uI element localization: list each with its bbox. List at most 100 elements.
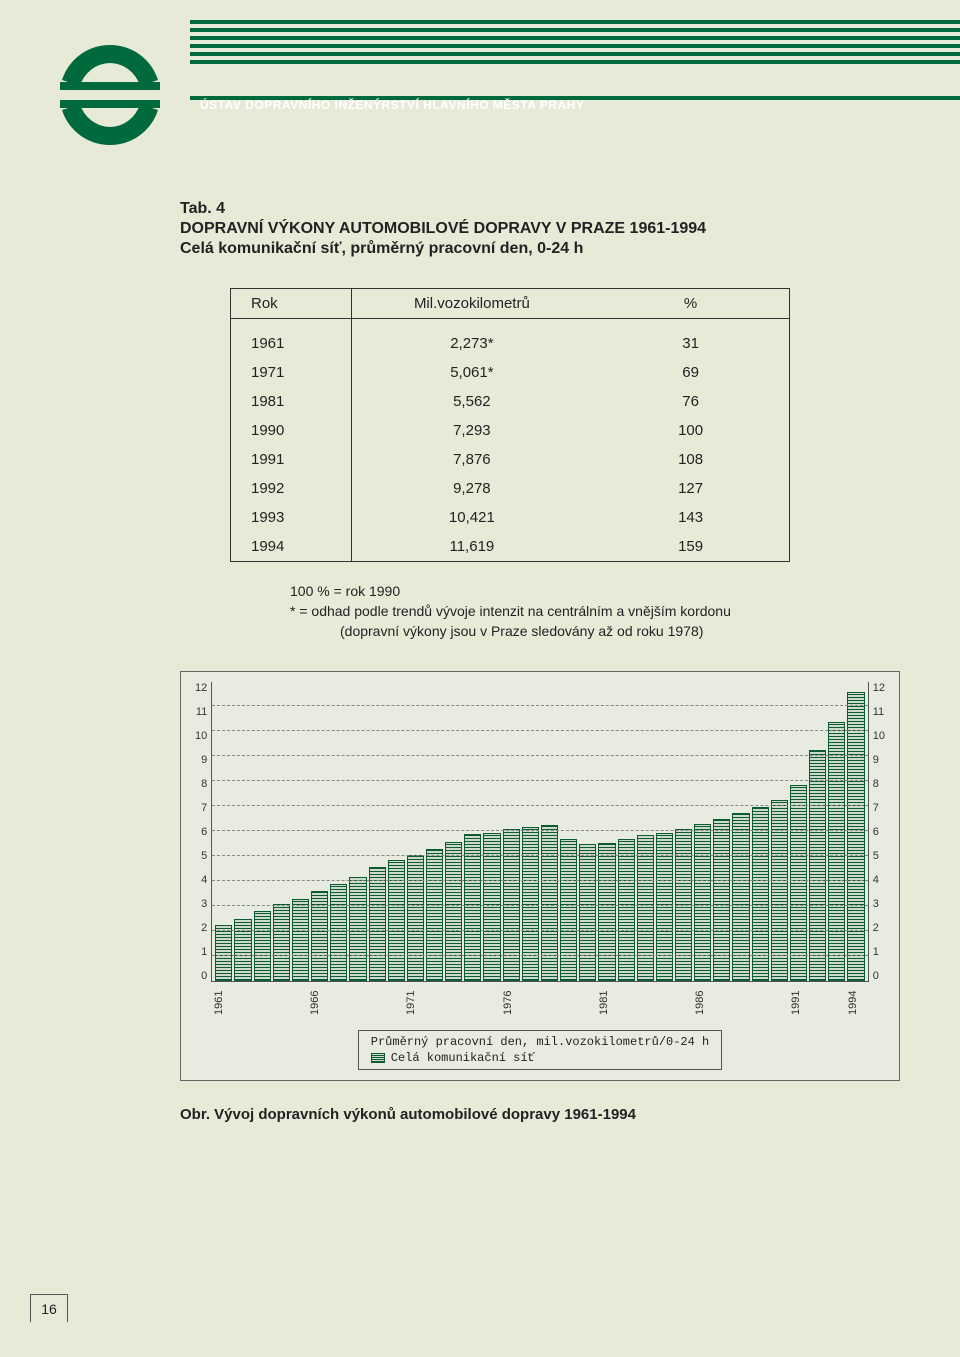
content-column: Tab. 4 DOPRAVNÍ VÝKONY AUTOMOBILOVÉ DOPR… [180, 200, 840, 1123]
cell-year: 1992 [231, 474, 352, 503]
ytick-right: 7 [873, 802, 885, 814]
chart-bar [349, 877, 366, 982]
chart-bar [828, 722, 845, 982]
ytick-left: 1 [195, 946, 207, 958]
legend-row-2: Celá komunikační síť [371, 1051, 709, 1065]
page: ÚSTAV DOPRAVNÍHO INŽENÝRSTVÍ HLAVNÍHO MĚ… [0, 0, 960, 1357]
chart-bar [522, 827, 539, 981]
ytick-left: 11 [195, 706, 207, 718]
data-table: Rok Mil.vozokilometrů % 19612,273*311971… [230, 288, 790, 562]
cell-percent: 108 [592, 445, 789, 474]
cell-percent: 159 [592, 532, 789, 562]
ytick-right: 0 [873, 970, 885, 982]
chart-bar [369, 867, 386, 982]
chart-bar [598, 843, 615, 982]
gridline [212, 830, 868, 831]
note-baseline: 100 % = rok 1990 [290, 582, 790, 602]
chart-bar [618, 839, 635, 981]
cell-value: 2,273* [351, 319, 592, 359]
ytick-left: 3 [195, 898, 207, 910]
ytick-left: 7 [195, 802, 207, 814]
chart-bar [407, 855, 424, 981]
chart-legend: Průměrný pracovní den, mil.vozokilometrů… [358, 1030, 722, 1070]
figure-caption: Obr. Vývoj dopravních výkonů automobilov… [180, 1106, 840, 1123]
ytick-right: 4 [873, 874, 885, 886]
xtick: 1976 [502, 986, 521, 1020]
ytick-left: 12 [195, 682, 207, 694]
ytick-right: 3 [873, 898, 885, 910]
table-row: 19907,293100 [231, 416, 790, 445]
cell-year: 1991 [231, 445, 352, 474]
legend-swatch-icon [371, 1053, 385, 1063]
xtick: 1971 [405, 986, 424, 1020]
chart-plot [211, 682, 869, 982]
table-header-row: Rok Mil.vozokilometrů % [231, 289, 790, 319]
gridline [212, 755, 868, 756]
chart-bars [214, 682, 866, 981]
cell-percent: 31 [592, 319, 789, 359]
cell-year: 1961 [231, 319, 352, 359]
gridline [212, 730, 868, 731]
gridline [212, 705, 868, 706]
page-header: ÚSTAV DOPRAVNÍHO INŽENÝRSTVÍ HLAVNÍHO MĚ… [40, 40, 900, 150]
y-axis-left: 1211109876543210 [191, 682, 211, 982]
cell-value: 11,619 [351, 532, 592, 562]
chart-bar [771, 800, 788, 982]
table-row: 19929,278127 [231, 474, 790, 503]
page-number: 16 [30, 1294, 68, 1322]
ytick-right: 11 [873, 706, 885, 718]
chart-bar [790, 785, 807, 981]
xtick: 1966 [309, 986, 328, 1020]
table-title: DOPRAVNÍ VÝKONY AUTOMOBILOVÉ DOPRAVY V P… [180, 218, 840, 240]
col-header-value: Mil.vozokilometrů [351, 289, 592, 319]
legend-text-2: Celá komunikační síť [391, 1051, 535, 1065]
cell-year: 1990 [231, 416, 352, 445]
ytick-right: 1 [873, 946, 885, 958]
plot-wrapper: 1961....1966....1971....1976....1981....… [211, 682, 869, 1020]
chart-bar [464, 834, 481, 981]
ytick-left: 4 [195, 874, 207, 886]
ytick-left: 0 [195, 970, 207, 982]
cell-value: 9,278 [351, 474, 592, 503]
ytick-right: 9 [873, 754, 885, 766]
ytick-left: 6 [195, 826, 207, 838]
col-header-percent: % [592, 289, 789, 319]
xtick: 1986 [694, 986, 713, 1020]
table-notes: 100 % = rok 1990 * = odhad podle trendů … [230, 582, 790, 641]
ytick-left: 2 [195, 922, 207, 934]
ytick-left: 10 [195, 730, 207, 742]
chart-frame: 1211109876543210 1961....1966....1971...… [180, 671, 900, 1081]
chart-bar [292, 899, 309, 981]
chart-bar [330, 884, 347, 981]
legend-row-1: Průměrný pracovní den, mil.vozokilometrů… [371, 1035, 709, 1049]
cell-percent: 76 [592, 387, 789, 416]
chart-bar [215, 925, 232, 982]
ytick-left: 8 [195, 778, 207, 790]
table-row: 19815,56276 [231, 387, 790, 416]
gridline [212, 930, 868, 931]
table-row: 19917,876108 [231, 445, 790, 474]
chart-bar [426, 849, 443, 981]
institute-name: ÚSTAV DOPRAVNÍHO INŽENÝRSTVÍ HLAVNÍHO MĚ… [200, 98, 584, 112]
cell-value: 7,293 [351, 416, 592, 445]
gridline [212, 905, 868, 906]
ytick-right: 5 [873, 850, 885, 862]
table-row: 19715,061*69 [231, 358, 790, 387]
table-row: 199310,421143 [231, 503, 790, 532]
table-number: Tab. 4 [180, 200, 840, 218]
gridline [212, 855, 868, 856]
chart-bar [388, 860, 405, 981]
chart-bar [713, 819, 730, 981]
table-row: 199411,619159 [231, 532, 790, 562]
ytick-right: 2 [873, 922, 885, 934]
cell-year: 1971 [231, 358, 352, 387]
cell-year: 1993 [231, 503, 352, 532]
chart-bar [694, 824, 711, 981]
ytick-left: 9 [195, 754, 207, 766]
cell-value: 5,562 [351, 387, 592, 416]
cell-percent: 100 [592, 416, 789, 445]
legend-text-1: Průměrný pracovní den, mil.vozokilometrů… [371, 1035, 709, 1049]
chart-bar [847, 692, 864, 982]
note-asterisk: * = odhad podle trendů vývoje intenzit n… [290, 602, 790, 641]
xtick: 1981 [598, 986, 617, 1020]
